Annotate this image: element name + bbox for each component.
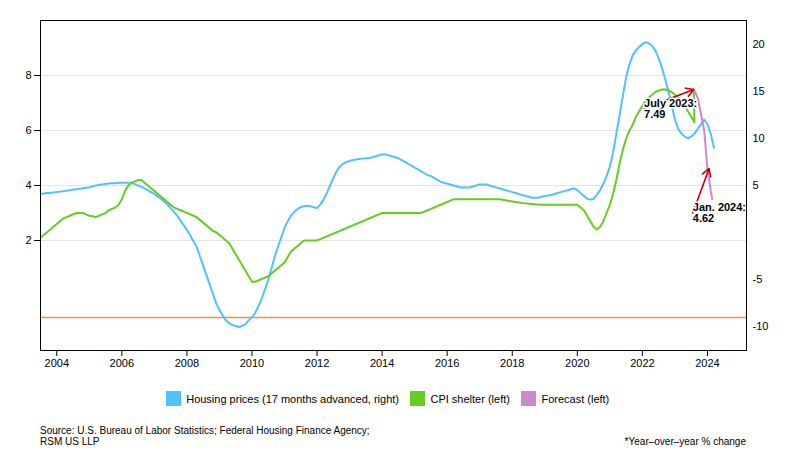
svg-text:2014: 2014 xyxy=(370,357,394,369)
svg-text:8: 8 xyxy=(25,69,31,81)
svg-text:2016: 2016 xyxy=(435,357,459,369)
svg-text:2004: 2004 xyxy=(45,357,69,369)
svg-text:2020: 2020 xyxy=(565,357,589,369)
svg-text:15: 15 xyxy=(753,85,765,97)
svg-text:2: 2 xyxy=(25,234,31,246)
svg-text:5: 5 xyxy=(753,179,759,191)
html-text:*Year–over–year % change: *Year–over–year % change xyxy=(624,435,746,447)
svg-text:2024: 2024 xyxy=(695,357,719,369)
svg-text:10: 10 xyxy=(753,132,765,144)
html-text:Housing prices (17 months adva: Housing prices (17 months advanced, righ… xyxy=(186,392,399,405)
svg-text:20: 20 xyxy=(753,38,765,50)
svg-text:2012: 2012 xyxy=(305,357,329,369)
html-text:Source: U.S. Bureau of Labor S: Source: U.S. Bureau of Labor Statistics;… xyxy=(40,424,370,447)
svg-text:6: 6 xyxy=(25,124,31,136)
svg-text:-5: -5 xyxy=(753,273,763,285)
svg-text:2008: 2008 xyxy=(175,357,199,369)
svg-text:2006: 2006 xyxy=(110,357,134,369)
html-text:CPI shelter (left): CPI shelter (left) xyxy=(430,392,510,405)
svg-text:2018: 2018 xyxy=(500,357,524,369)
svg-text:4: 4 xyxy=(25,179,31,191)
svg-text:2022: 2022 xyxy=(630,357,654,369)
svg-text:2010: 2010 xyxy=(240,357,264,369)
svg-text:-10: -10 xyxy=(753,320,769,332)
svg-text:Jan. 2024:4.62: Jan. 2024:4.62 xyxy=(693,201,746,224)
html-text:Forecast (left): Forecast (left) xyxy=(541,392,610,405)
svg-text:July 2023:7.49: July 2023:7.49 xyxy=(644,97,697,120)
